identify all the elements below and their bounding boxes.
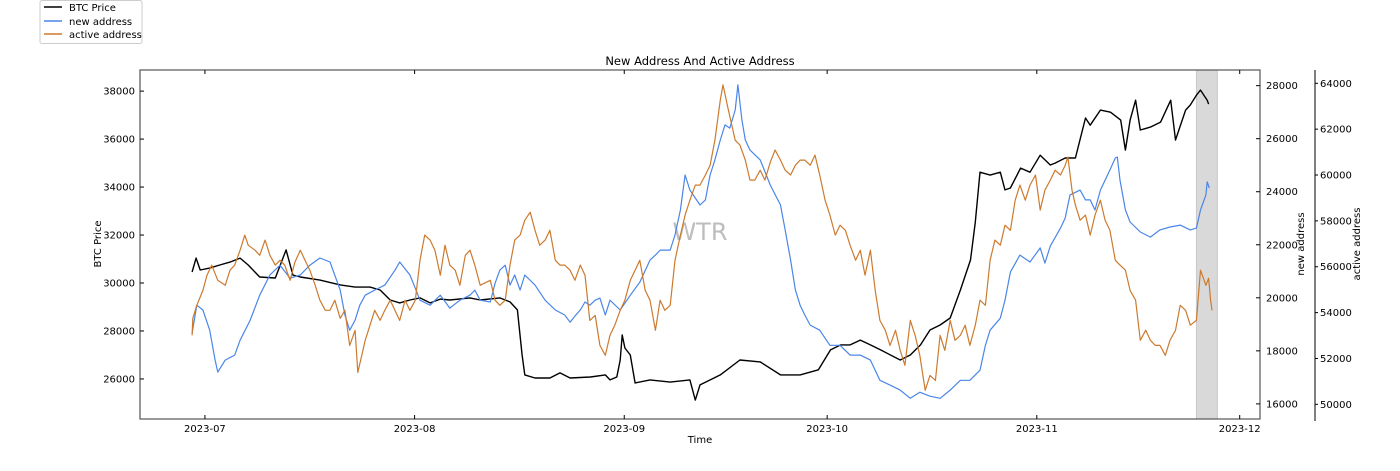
active-tick-label: 58000 — [1320, 216, 1352, 227]
chart-title: New Address And Active Address — [605, 54, 794, 68]
x-tick-label: 2023-07 — [184, 424, 226, 435]
x-tick-label: 2023-10 — [806, 424, 848, 435]
btc-tick-label: 30000 — [103, 278, 135, 289]
series-line-active-address — [191, 84, 1213, 391]
btc-tick-label: 32000 — [103, 231, 135, 242]
x-tick-label: 2023-08 — [394, 424, 436, 435]
new-tick-label: 26000 — [1266, 134, 1298, 145]
x-tick-label: 2023-12 — [1219, 424, 1261, 435]
new-tick-label: 22000 — [1266, 240, 1298, 251]
new-tick-label: 18000 — [1266, 346, 1298, 357]
new-tick-label: 20000 — [1266, 293, 1298, 304]
axis-ticks: 2023-07 2023-08 2023-09 2023-10 2023-11 2023-… — [103, 70, 1352, 435]
btc-tick-label: 34000 — [103, 183, 135, 194]
active-tick-label: 54000 — [1320, 308, 1352, 319]
new-tick-label: 16000 — [1266, 399, 1298, 410]
series-line-new-address — [191, 84, 1210, 399]
x-axis-label: Time — [687, 435, 712, 446]
active-address-axis-label: active address — [1352, 208, 1363, 281]
btc-tick-label: 38000 — [103, 87, 135, 98]
active-tick-label: 56000 — [1320, 262, 1352, 273]
new-tick-label: 24000 — [1266, 187, 1298, 198]
btc-axis-label: BTC Price — [93, 221, 104, 268]
series-lines — [191, 84, 1213, 401]
active-tick-label: 52000 — [1320, 354, 1352, 365]
highlight-span — [1195, 69, 1218, 420]
legend-frame — [39, 0, 143, 44]
legend-label-btc: BTC Price — [69, 3, 116, 14]
series-line-btc-price — [191, 89, 1210, 401]
active-tick-label: 60000 — [1320, 171, 1352, 182]
legend-label-active-address: active address — [69, 30, 142, 41]
active-tick-label: 62000 — [1320, 125, 1352, 136]
legend: BTC Price new address active address — [39, 0, 143, 44]
highlight-span-rect — [1195, 69, 1218, 420]
active-tick-label: 50000 — [1320, 400, 1352, 411]
legend-label-new-address: new address — [69, 17, 132, 28]
x-tick-label: 2023-11 — [1016, 424, 1058, 435]
new-tick-label: 28000 — [1266, 81, 1298, 92]
btc-tick-label: 26000 — [103, 374, 135, 385]
active-tick-label: 64000 — [1320, 79, 1352, 90]
x-tick-label: 2023-09 — [603, 424, 645, 435]
new-address-axis-label: new address — [1296, 212, 1307, 275]
btc-tick-label: 28000 — [103, 326, 135, 337]
btc-tick-label: 36000 — [103, 135, 135, 146]
